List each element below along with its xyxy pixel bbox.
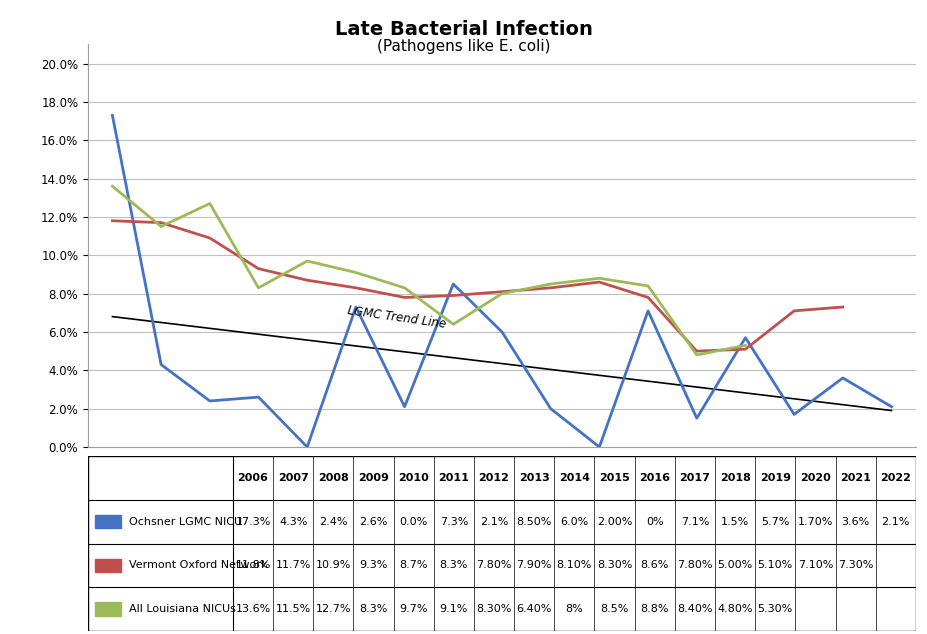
Text: 6.40%: 6.40%	[516, 604, 552, 614]
Bar	[95, 559, 121, 572]
Text: 9.7%: 9.7%	[400, 604, 428, 614]
Text: 1.5%: 1.5%	[721, 517, 749, 527]
Text: 0.0%: 0.0%	[400, 517, 428, 527]
Text: 10.9%: 10.9%	[316, 560, 351, 571]
Text: 7.1%: 7.1%	[680, 517, 709, 527]
Text: 8.6%: 8.6%	[641, 560, 669, 571]
Text: 2021: 2021	[840, 473, 871, 483]
Text: 8.30%: 8.30%	[476, 604, 512, 614]
Text: 2006: 2006	[237, 473, 269, 483]
Text: 3.6%: 3.6%	[842, 517, 870, 527]
Text: 5.7%: 5.7%	[761, 517, 790, 527]
Text: LGMC Trend Line: LGMC Trend Line	[346, 304, 447, 331]
Bar	[95, 515, 121, 528]
Text: Vermont Oxford Network: Vermont Oxford Network	[129, 560, 267, 571]
Text: 5.30%: 5.30%	[757, 604, 793, 614]
Text: 2018: 2018	[719, 473, 751, 483]
Text: 2016: 2016	[640, 473, 670, 483]
Text: Late Bacterial Infection: Late Bacterial Infection	[335, 20, 592, 39]
Text: 11.5%: 11.5%	[275, 604, 311, 614]
Text: 2009: 2009	[358, 473, 389, 483]
Text: 9.3%: 9.3%	[360, 560, 387, 571]
Text: 5.10%: 5.10%	[757, 560, 793, 571]
Text: (Pathogens like E. coli): (Pathogens like E. coli)	[376, 39, 551, 55]
Text: 2019: 2019	[760, 473, 791, 483]
Text: 8.7%: 8.7%	[400, 560, 428, 571]
Text: 2012: 2012	[478, 473, 510, 483]
Text: 8.3%: 8.3%	[439, 560, 468, 571]
Bar	[95, 602, 121, 616]
Text: 8.5%: 8.5%	[601, 604, 629, 614]
Text: 2020: 2020	[800, 473, 831, 483]
Text: 12.7%: 12.7%	[315, 604, 351, 614]
Text: 2007: 2007	[278, 473, 309, 483]
Text: 7.80%: 7.80%	[476, 560, 512, 571]
Text: 4.3%: 4.3%	[279, 517, 308, 527]
Text: 7.80%: 7.80%	[678, 560, 713, 571]
Text: 1.70%: 1.70%	[798, 517, 833, 527]
Text: 0%: 0%	[646, 517, 664, 527]
Text: 8.40%: 8.40%	[678, 604, 713, 614]
Text: 2014: 2014	[559, 473, 590, 483]
Text: 8%: 8%	[565, 604, 583, 614]
Text: 13.6%: 13.6%	[235, 604, 271, 614]
Text: 2011: 2011	[438, 473, 469, 483]
Text: 2008: 2008	[318, 473, 349, 483]
Text: 5.00%: 5.00%	[717, 560, 753, 571]
Text: 2.6%: 2.6%	[360, 517, 387, 527]
Text: 2022: 2022	[881, 473, 911, 483]
Text: 2.1%: 2.1%	[882, 517, 910, 527]
Text: 2.00%: 2.00%	[597, 517, 632, 527]
Text: 17.3%: 17.3%	[235, 517, 271, 527]
Text: 9.1%: 9.1%	[439, 604, 468, 614]
Text: 2.1%: 2.1%	[480, 517, 508, 527]
Text: 6.0%: 6.0%	[560, 517, 589, 527]
Text: 2017: 2017	[679, 473, 710, 483]
Text: 2010: 2010	[399, 473, 429, 483]
Text: 8.10%: 8.10%	[557, 560, 592, 571]
Text: 2013: 2013	[519, 473, 550, 483]
Text: 11.8%: 11.8%	[235, 560, 271, 571]
Text: 7.30%: 7.30%	[838, 560, 873, 571]
Text: 4.80%: 4.80%	[717, 604, 753, 614]
Text: 7.90%: 7.90%	[516, 560, 552, 571]
Text: 8.50%: 8.50%	[516, 517, 552, 527]
Text: 8.3%: 8.3%	[360, 604, 387, 614]
Text: Ochsner LGMC NICU: Ochsner LGMC NICU	[129, 517, 242, 527]
Text: All Louisiana NICUs: All Louisiana NICUs	[129, 604, 235, 614]
Text: 7.3%: 7.3%	[439, 517, 468, 527]
Text: 8.30%: 8.30%	[597, 560, 632, 571]
Text: 8.8%: 8.8%	[641, 604, 669, 614]
Text: 2015: 2015	[599, 473, 630, 483]
Text: 7.10%: 7.10%	[798, 560, 833, 571]
Text: 11.7%: 11.7%	[275, 560, 311, 571]
Text: 2.4%: 2.4%	[319, 517, 348, 527]
